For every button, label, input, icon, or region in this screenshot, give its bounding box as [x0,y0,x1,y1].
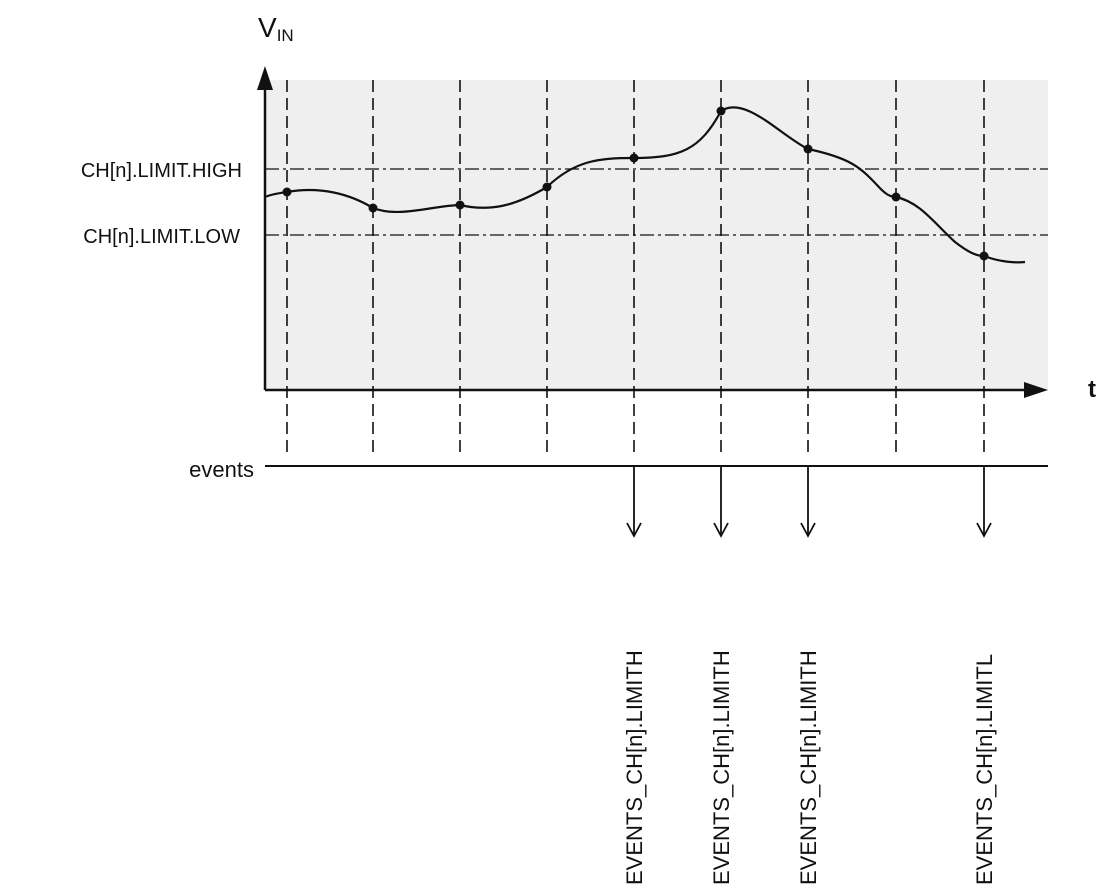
event-label: EVENTS_CH[n].LIMITH [709,650,734,885]
event-markers: EVENTS_CH[n].LIMITH EVENTS_CH[n].LIMITH EV… [622,466,997,885]
y-axis-arrowhead [257,66,273,90]
event-label: EVENTS_CH[n].LIMITL [972,654,997,885]
event-label: EVENTS_CH[n].LIMITH [796,650,821,885]
limit-low-label: CH[n].LIMIT.LOW [83,226,240,248]
sample-point [803,144,813,154]
sample-point [282,187,292,197]
sample-point [979,251,989,261]
sample-point [891,192,901,202]
sample-points [282,106,989,261]
sample-point [716,106,726,116]
sample-lines [286,80,985,452]
event-arrowhead [800,522,816,538]
events-row-label: events [189,457,254,482]
y-axis-title-main: V [258,12,277,43]
y-axis-title: VIN [258,12,294,45]
sample-point [629,153,639,163]
x-axis-arrowhead [1024,382,1048,398]
limit-high-label: CH[n].LIMIT.HIGH [81,160,242,182]
plot-area [265,80,1048,390]
event-arrowhead [626,522,642,538]
sample-point [542,182,552,192]
sample-point [455,200,465,210]
sample-point [368,203,378,213]
event-arrowhead [976,522,992,538]
y-axis-title-subscript: IN [277,26,294,45]
event-label: EVENTS_CH[n].LIMITH [622,650,647,885]
event-arrowhead [713,522,729,538]
x-axis-title: t [1088,376,1096,403]
